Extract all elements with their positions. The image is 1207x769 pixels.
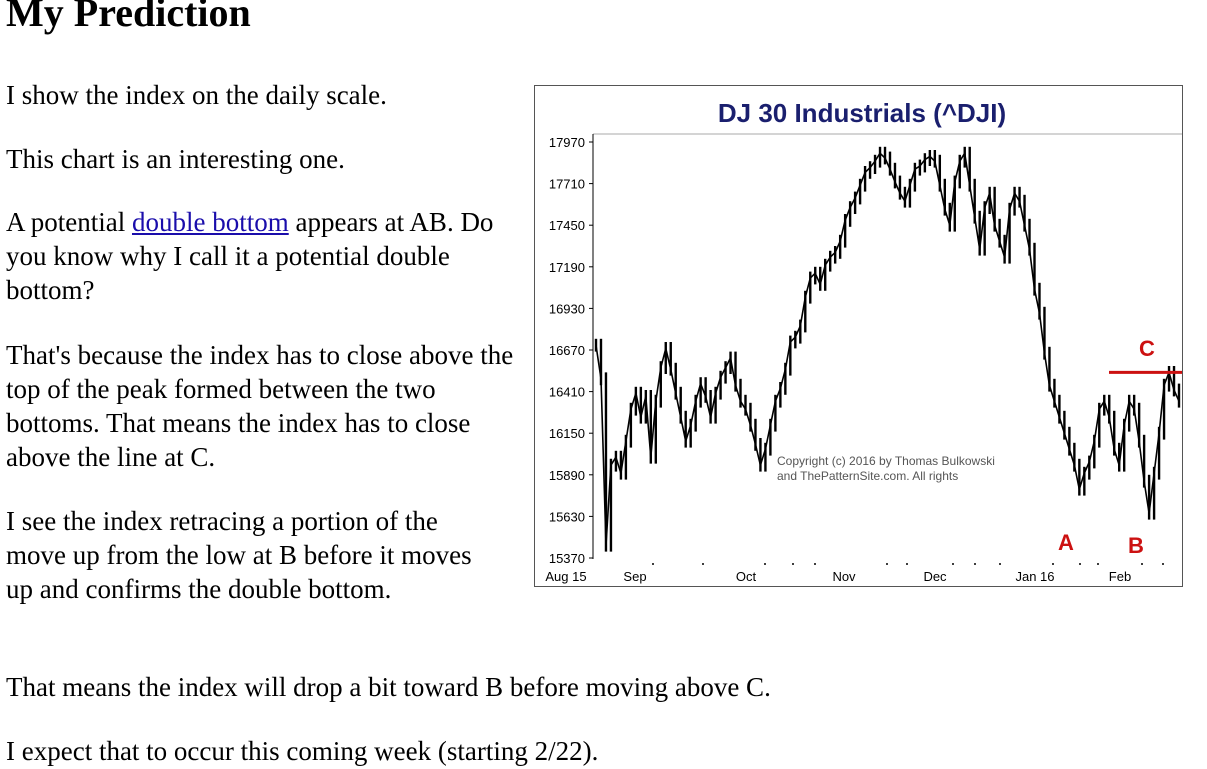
x-axis-dot — [1052, 563, 1054, 565]
y-tick-label: 16670 — [549, 343, 585, 358]
y-tick-label: 17710 — [549, 177, 585, 192]
page-title: My Prediction — [6, 0, 251, 35]
y-tick-label: 17450 — [549, 218, 585, 233]
x-axis-dot — [886, 563, 888, 565]
x-axis-dot — [906, 563, 908, 565]
x-axis-dot — [814, 563, 816, 565]
x-axis-dot — [764, 563, 766, 565]
paragraph-drop-toward-b: That means the index will drop a bit tow… — [6, 672, 771, 702]
x-axis-dot — [1162, 563, 1164, 565]
x-tick-label: Jan 16 — [1015, 569, 1054, 584]
x-axis-dot — [702, 563, 704, 565]
paragraph-close-above: That's because the index has to close ab… — [6, 340, 514, 472]
y-tick-label: 15630 — [549, 509, 585, 524]
paragraph-double-bottom: A potential double bottom appears at AB.… — [6, 205, 516, 307]
annotation-a: A — [1058, 530, 1074, 555]
paragraph-double-bottom-lead: A potential — [6, 207, 132, 237]
paragraph-daily-scale: I show the index on the daily scale. — [6, 80, 387, 110]
paragraph-interesting: This chart is an interesting one. — [6, 144, 345, 174]
plot-area: 15370 15630 15890 16150 16410 16670 16930 17190… — [545, 133, 1182, 584]
x-axis-dot — [999, 563, 1001, 565]
x-axis-dot — [952, 563, 954, 565]
y-tick-label: 15370 — [549, 551, 585, 566]
paragraph-double-bottom-rest: appears at AB. Do you know why I call it… — [6, 207, 494, 305]
x-tick-label: Dec — [923, 569, 947, 584]
copyright-line-2: and ThePatternSite.com. All rights — [777, 469, 958, 483]
double-bottom-link[interactable]: double bottom — [131, 207, 289, 237]
paragraph-expect: I expect that to occur this coming week … — [6, 736, 599, 766]
x-tick-label: Oct — [736, 569, 757, 584]
y-tick-label: 17970 — [549, 135, 585, 150]
x-axis-dot — [652, 563, 654, 565]
price-line — [595, 150, 1180, 546]
x-tick-label: Nov — [832, 569, 856, 584]
chart-image: DJ 30 Industrials (^DJI) 15370 15630 15890… — [534, 85, 1183, 587]
x-axis-dot — [1141, 563, 1143, 565]
y-tick-label: 17190 — [549, 260, 585, 275]
y-tick-label: 16410 — [549, 385, 585, 400]
x-tick-label: Sep — [623, 569, 646, 584]
x-axis-dot — [974, 563, 976, 565]
y-tick-label: 15890 — [549, 468, 585, 483]
copyright-line-1: Copyright (c) 2016 by Thomas Bulkowski — [777, 454, 995, 468]
y-tick-label: 16150 — [549, 426, 585, 441]
x-tick-label: Aug 15 — [545, 569, 586, 584]
x-tick-label: Feb — [1109, 569, 1131, 584]
chart-title: DJ 30 Industrials (^DJI) — [718, 98, 1006, 128]
x-axis-dot — [1079, 563, 1081, 565]
dji-chart: DJ 30 Industrials (^DJI) 15370 15630 15890… — [545, 98, 1182, 584]
price-series — [594, 146, 1181, 552]
y-tick-label: 16930 — [549, 301, 585, 316]
annotation-b: B — [1128, 533, 1144, 558]
paragraph-retracing: I see the index retracing a portion of t… — [6, 506, 472, 604]
x-axis-dot — [792, 563, 794, 565]
x-axis-dot — [1097, 563, 1099, 565]
annotation-c: C — [1139, 336, 1155, 361]
